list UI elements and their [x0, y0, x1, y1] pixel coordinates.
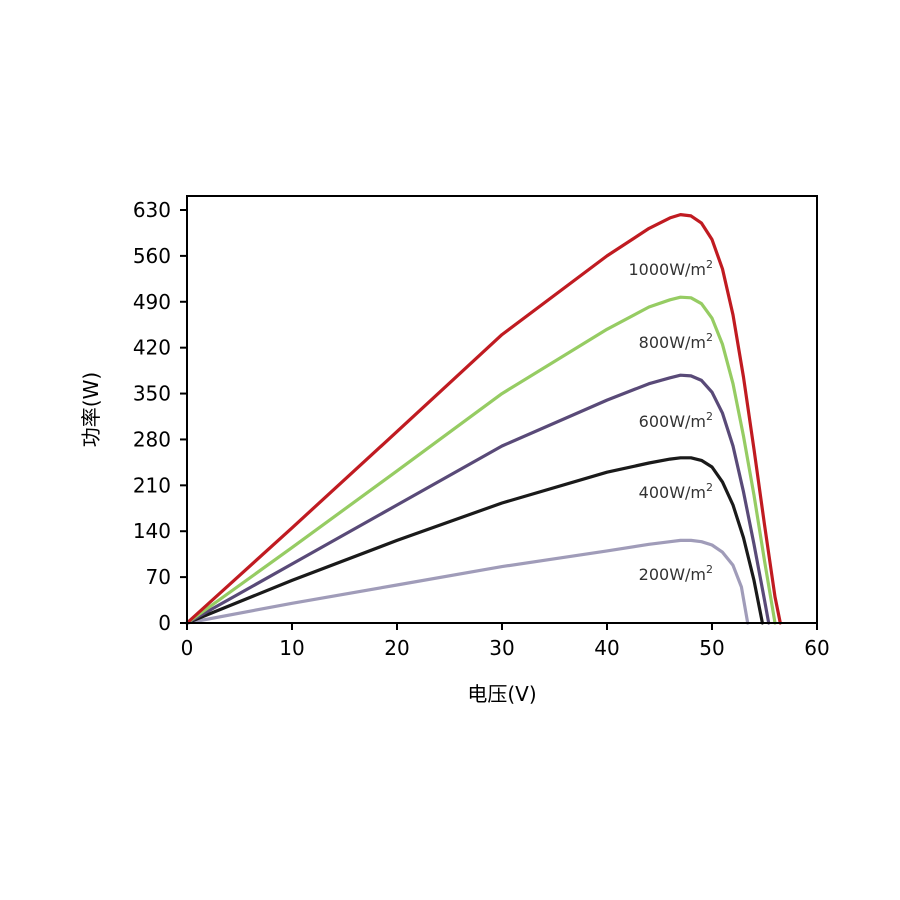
series-line-4 [185, 213, 782, 625]
x-tick-label: 60 [804, 636, 829, 660]
series-group [185, 213, 782, 625]
series-line-0 [185, 538, 750, 625]
series-line-2 [185, 373, 771, 625]
y-tick-label: 210 [133, 473, 171, 497]
x-axis-label: 电压(V) [467, 682, 536, 706]
x-tick-label: 40 [594, 636, 619, 660]
x-tick-label: 20 [384, 636, 409, 660]
series-line-3 [185, 295, 777, 625]
curve-label-0: 200W/m2 [639, 563, 713, 584]
x-tick-label: 0 [181, 636, 194, 660]
y-axis: 0 70 140 210 280 350 420 490 560 630 [133, 198, 187, 635]
y-tick-label: 70 [146, 565, 171, 589]
y-tick-label: 350 [133, 382, 171, 406]
y-tick-label: 140 [133, 519, 171, 543]
y-tick-label: 420 [133, 336, 171, 360]
y-tick-label: 0 [158, 611, 171, 635]
y-tick-label: 630 [133, 198, 171, 222]
y-tick-label: 490 [133, 290, 171, 314]
curve-label-4: 1000W/m2 [628, 258, 713, 279]
curve-label-3: 800W/m2 [639, 331, 713, 352]
plot-frame [186, 195, 818, 624]
x-tick-label: 50 [699, 636, 724, 660]
curve-label-1: 400W/m2 [639, 481, 713, 502]
x-axis: 0 10 20 30 40 50 60 [181, 623, 830, 660]
y-tick-label: 280 [133, 427, 171, 451]
x-tick-label: 30 [489, 636, 514, 660]
y-tick-label: 560 [133, 244, 171, 268]
y-axis-label: 功率(W) [79, 372, 103, 447]
x-tick-label: 10 [279, 636, 304, 660]
series-line-1 [185, 456, 764, 625]
curve-label-2: 600W/m2 [639, 410, 713, 431]
